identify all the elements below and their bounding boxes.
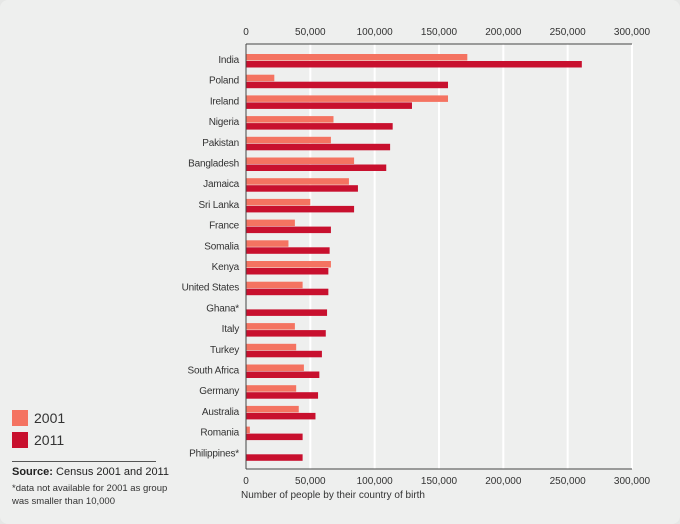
bar-2001 — [246, 426, 250, 434]
bar-2001 — [246, 281, 303, 289]
bar-2011 — [246, 288, 329, 296]
category-label: Italy — [222, 324, 240, 335]
bottom-tick-labels: 0 50,000 100,000 150,000 200,000 250,000 300,0… — [243, 476, 650, 487]
bar-2011 — [246, 309, 328, 316]
bar-2001 — [246, 116, 334, 123]
legend-item-2011: 2011 — [12, 430, 65, 450]
bar-2011 — [246, 102, 412, 109]
bar-2011 — [246, 205, 355, 213]
bar-2001 — [246, 219, 295, 227]
bar-2011 — [246, 454, 303, 461]
top-tick-label: 300,000 — [614, 27, 651, 38]
bar-2001 — [246, 364, 304, 371]
bottom-tick-label: 0 — [243, 476, 249, 487]
bar-2011 — [246, 164, 387, 171]
bottom-tick-label: 200,000 — [485, 476, 522, 487]
bar-2001 — [246, 95, 449, 102]
category-label: Nigeria — [209, 117, 240, 128]
top-tick-label: 50,000 — [295, 27, 326, 38]
bar-2011 — [246, 61, 582, 68]
category-label: Kenya — [212, 262, 240, 273]
top-tick-labels: 0 50,000 100,000 150,000 200,000 250,000 300,0… — [243, 27, 650, 38]
bottom-tick-label: 150,000 — [421, 476, 458, 487]
bar-2011 — [246, 412, 316, 420]
category-label: Jamaica — [203, 179, 239, 190]
category-label: United States — [182, 283, 240, 294]
category-label: France — [209, 221, 240, 232]
legend-divider — [12, 461, 156, 462]
category-labels: India Poland Ireland Nigeria Pakistan Banglad… — [182, 55, 240, 459]
legend: 2001 2011 — [12, 408, 65, 452]
bar-2011 — [246, 350, 322, 358]
category-label: South Africa — [187, 366, 239, 377]
bottom-tick-label: 300,000 — [614, 476, 651, 487]
bar-2011 — [246, 226, 331, 234]
top-tick-label: 200,000 — [485, 27, 522, 38]
footnote: *data not available for 2001 as group wa… — [12, 483, 168, 507]
bar-2001 — [246, 198, 311, 206]
top-tick-label: 250,000 — [550, 27, 587, 38]
category-label: Pakistan — [202, 138, 239, 149]
bar-2011 — [246, 371, 320, 378]
category-label: Germany — [199, 386, 239, 397]
x-axis-label: Number of people by their country of bir… — [241, 490, 425, 501]
bottom-tick-label: 100,000 — [357, 476, 394, 487]
category-label: India — [218, 55, 239, 66]
top-tick-label: 150,000 — [421, 27, 458, 38]
category-label: Turkey — [210, 345, 239, 356]
bar-2001 — [246, 323, 295, 330]
bar-2011 — [246, 185, 358, 192]
legend-swatch-2011 — [12, 432, 28, 448]
legend-label-2001: 2001 — [34, 410, 66, 426]
bar-2011 — [246, 433, 303, 441]
bar-2001 — [246, 261, 331, 268]
gridlines — [309, 44, 633, 469]
bar-2011 — [246, 268, 329, 275]
bar-2001 — [246, 343, 297, 351]
bar-2001 — [246, 54, 468, 61]
top-tick-label: 100,000 — [357, 27, 394, 38]
bar-2011 — [246, 123, 393, 130]
bar-2011 — [246, 247, 330, 254]
bar-2011 — [246, 143, 391, 151]
category-label: Philippines* — [189, 448, 239, 459]
bar-2001 — [246, 157, 355, 164]
bottom-tick-label: 50,000 — [295, 476, 326, 487]
category-label: Somalia — [204, 241, 239, 252]
legend-swatch-2001 — [12, 410, 28, 426]
bar-2001 — [246, 240, 289, 247]
source-text: Census 2001 and 2011 — [56, 466, 169, 478]
category-label: Romania — [200, 428, 239, 439]
bars — [246, 54, 582, 461]
top-tick-label: 0 — [243, 27, 249, 38]
category-label: Sri Lanka — [199, 200, 240, 211]
axes — [245, 43, 632, 470]
bar-2001 — [246, 405, 299, 413]
category-label: Ireland — [210, 96, 239, 107]
category-label: Ghana* — [206, 303, 239, 314]
source-line: Source: Census 2001 and 2011 — [12, 466, 169, 478]
bar-2001 — [246, 136, 331, 144]
bar-2011 — [246, 392, 319, 399]
legend-label-2011: 2011 — [34, 432, 65, 448]
bar-2001 — [246, 74, 275, 82]
bar-2001 — [246, 385, 297, 392]
bottom-tick-label: 250,000 — [550, 476, 587, 487]
category-label: Bangladesh — [188, 159, 239, 170]
bar-2011 — [246, 81, 449, 89]
bar-2011 — [246, 330, 326, 337]
source-prefix: Source: — [12, 466, 53, 478]
category-label: Australia — [202, 407, 240, 418]
category-label: Poland — [209, 76, 239, 87]
bar-2001 — [246, 178, 349, 185]
legend-item-2001: 2001 — [12, 408, 65, 428]
